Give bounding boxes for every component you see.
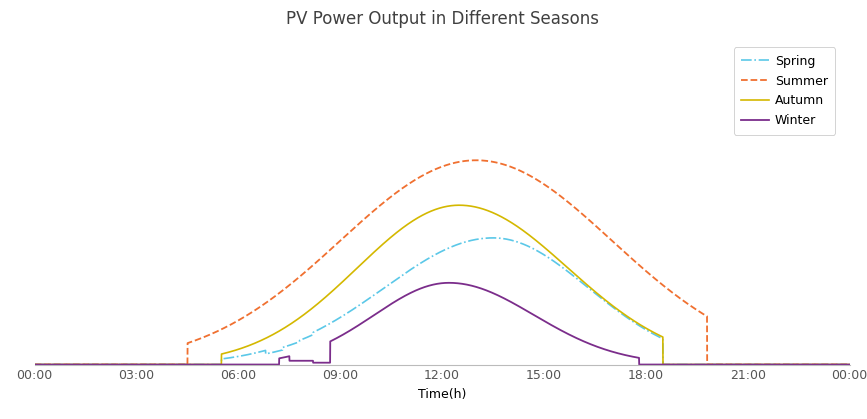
Autumn (638, 324, 649, 329)
Summer (844, 362, 855, 367)
Winter (559, 330, 570, 335)
Spring (341, 311, 351, 316)
Autumn (178, 362, 188, 367)
Autumn (518, 228, 529, 233)
Winter (178, 362, 188, 367)
Spring (844, 362, 855, 367)
Line: Summer: Summer (35, 160, 850, 365)
Spring (559, 267, 570, 272)
Spring (700, 362, 710, 367)
Autumn (454, 203, 465, 208)
Winter (29, 362, 40, 367)
Autumn (559, 263, 570, 268)
Autumn (29, 362, 40, 367)
Winter (518, 307, 529, 312)
Summer (29, 362, 40, 367)
Spring (29, 362, 40, 367)
Summer (471, 158, 481, 163)
Summer (700, 313, 710, 318)
Spring (488, 235, 499, 241)
Summer (559, 197, 570, 202)
Line: Winter: Winter (35, 283, 850, 365)
Spring (178, 362, 188, 367)
Title: PV Power Output in Different Seasons: PV Power Output in Different Seasons (285, 10, 599, 28)
Line: Spring: Spring (35, 238, 850, 365)
Autumn (844, 362, 855, 367)
Spring (638, 326, 649, 331)
Winter (844, 362, 855, 367)
Summer (341, 233, 351, 238)
Winter (341, 330, 351, 335)
Summer (638, 266, 649, 271)
Legend: Spring, Summer, Autumn, Winter: Spring, Summer, Autumn, Winter (733, 47, 835, 135)
Autumn (341, 276, 351, 281)
Spring (518, 242, 529, 247)
Line: Autumn: Autumn (35, 205, 850, 365)
Winter (638, 362, 649, 367)
Summer (178, 362, 188, 367)
Autumn (700, 362, 710, 367)
Summer (518, 170, 529, 175)
Winter (700, 362, 710, 367)
X-axis label: Time(h): Time(h) (418, 388, 466, 401)
Winter (444, 280, 454, 285)
